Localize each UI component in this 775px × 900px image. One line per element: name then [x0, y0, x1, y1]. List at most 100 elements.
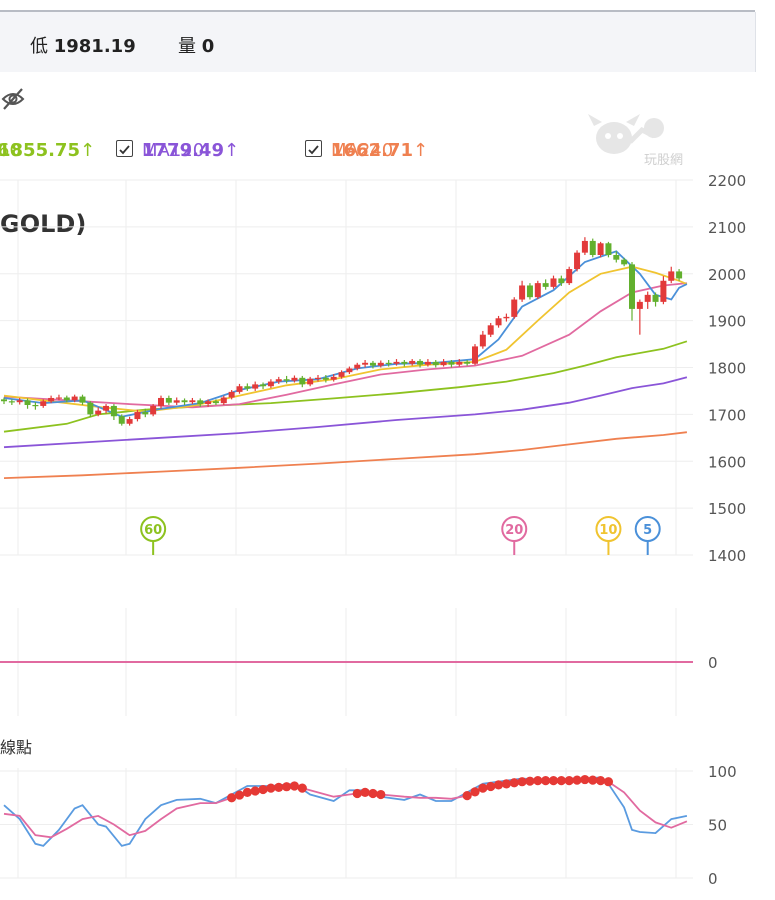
hide-eye-icon[interactable]: [0, 86, 30, 116]
candle-body: [24, 400, 31, 405]
kd-dot: [274, 782, 284, 793]
candle-body: [660, 280, 667, 302]
candle-body: [79, 396, 86, 403]
kd-dot: [368, 788, 378, 799]
candle-body: [165, 397, 172, 403]
kd-dot: [462, 791, 472, 801]
ma-marker-label: 60: [144, 523, 162, 538]
candle-body: [629, 264, 635, 309]
candle-body: [495, 318, 502, 326]
candle-body: [644, 294, 651, 302]
candle-body: [220, 397, 227, 404]
candle-body: [597, 243, 604, 255]
kd-dot: [289, 781, 300, 791]
kd-dot: [588, 775, 598, 785]
candle-body: [299, 377, 306, 385]
candle-body: [150, 405, 157, 415]
candle-body: [236, 386, 243, 392]
kd-dot: [360, 787, 370, 798]
candle-body: [472, 346, 478, 364]
candle-body: [652, 294, 659, 302]
candle-body: [519, 285, 526, 300]
d-line: [3, 778, 688, 839]
kd-dot: [501, 779, 511, 789]
candle-body: [542, 283, 549, 287]
candle-body: [566, 269, 573, 284]
candle-body: [424, 361, 431, 365]
kd-dot: [541, 776, 551, 786]
ma10-line: [3, 265, 688, 413]
candle-body: [32, 405, 39, 407]
ma-marker-label: 10: [599, 523, 617, 538]
kd-dot: [603, 777, 614, 787]
candle-body: [142, 412, 149, 415]
volume: 量 0: [178, 36, 215, 57]
candle-body: [330, 376, 337, 380]
candle-body: [252, 384, 259, 389]
kd-tick-label: 0: [708, 870, 718, 888]
ma240-checkbox[interactable]: [305, 140, 322, 157]
candle-body: [158, 397, 164, 406]
candle-body: [676, 271, 683, 279]
candle-body: [181, 400, 188, 403]
top-border: [0, 10, 755, 12]
candle-body: [668, 271, 675, 281]
kd-dot: [572, 775, 582, 785]
check-icon: [308, 145, 319, 155]
quote-header: 低 1981.19 量 0: [0, 12, 756, 72]
candle-body: [362, 362, 369, 365]
price-tick-label: 2100: [708, 219, 746, 237]
candle-body: [503, 316, 510, 319]
kd-dot: [470, 787, 480, 797]
candle-body: [456, 361, 463, 365]
candle-body: [189, 400, 196, 403]
candle-body: [307, 378, 314, 385]
candle-body: [40, 401, 47, 406]
candle-body: [448, 361, 455, 365]
candle-body: [432, 361, 439, 366]
kd-dot: [564, 776, 574, 786]
price-tick-label: 2000: [708, 266, 746, 284]
candle-body: [291, 377, 298, 381]
ma-marker-label: 20: [505, 523, 523, 538]
candle-body: [409, 360, 416, 364]
zero-tick-label: 0: [708, 654, 718, 672]
candle-body: [267, 381, 274, 387]
candle-body: [511, 299, 518, 317]
candle-body: [212, 401, 219, 404]
candle-body: [369, 362, 376, 366]
low-price: 低 1981.19: [30, 36, 136, 57]
kd-dot: [486, 781, 496, 792]
price-tick-label: 2200: [708, 172, 746, 190]
kd-dot: [376, 789, 386, 800]
candle-body: [385, 362, 392, 365]
kd-dot: [525, 776, 535, 786]
kd-dot: [282, 782, 292, 792]
candle-body: [228, 391, 235, 398]
ma120-checkbox[interactable]: [116, 140, 133, 157]
kd-dot: [266, 783, 276, 793]
candle-body: [8, 401, 15, 403]
candle-body: [354, 364, 361, 369]
candle-body: [346, 368, 353, 373]
candle-body: [558, 278, 565, 284]
candle-body: [197, 400, 204, 405]
kd-dot: [533, 776, 543, 786]
kd-dot: [227, 793, 237, 803]
kd-dot: [250, 786, 260, 796]
candle-body: [55, 397, 62, 399]
candle-body: [550, 278, 557, 287]
candle-body: [95, 410, 102, 415]
kd-dot: [548, 776, 559, 786]
candle-body: [71, 396, 78, 401]
candle-body: [1, 399, 7, 402]
candle-body: [283, 379, 290, 381]
kd-dot: [242, 787, 252, 798]
candle-body: [322, 377, 329, 380]
chart-title: GOLD): [0, 210, 87, 238]
candle-body: [605, 243, 612, 255]
candle-body: [173, 400, 180, 403]
candle-body: [440, 361, 447, 366]
logo-text: 玩股網: [644, 153, 683, 168]
candle-body: [87, 402, 94, 415]
